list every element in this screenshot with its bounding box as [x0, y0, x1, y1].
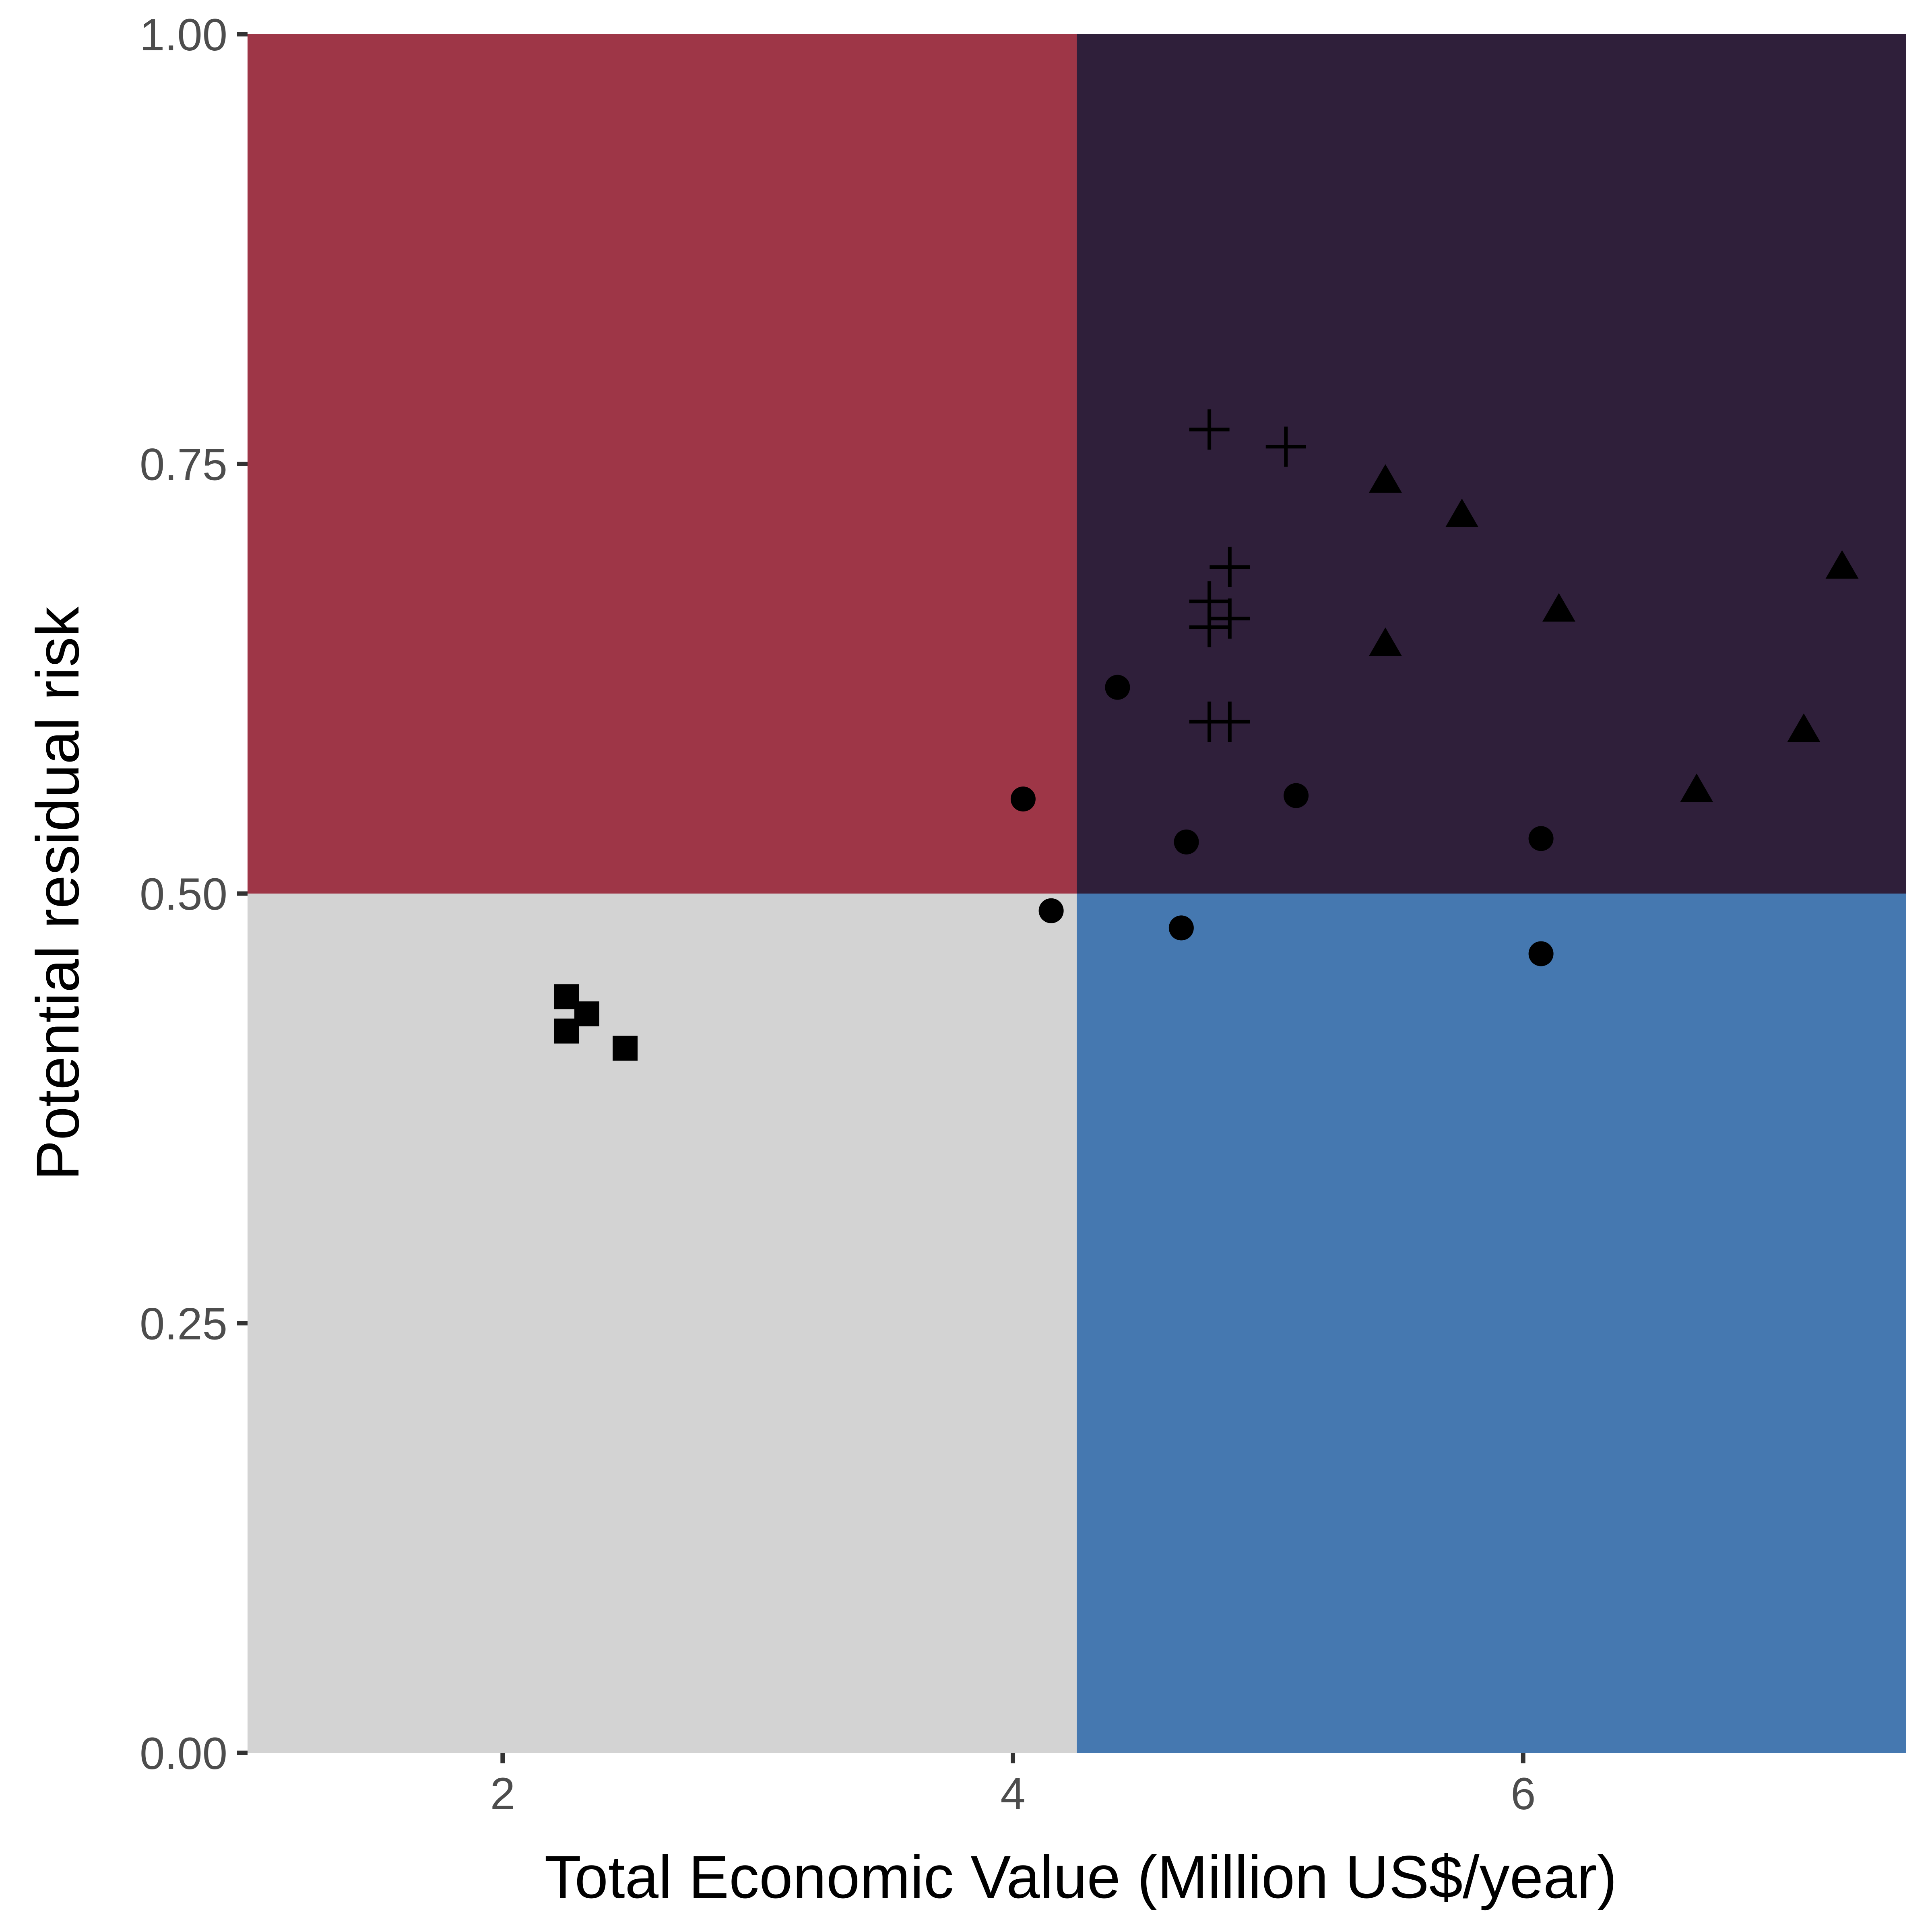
- x-axis-title: Total Economic Value (Million US$/year): [545, 1843, 1617, 1911]
- triangle-point: [1445, 498, 1479, 527]
- circle-point: [1528, 826, 1554, 851]
- square-point: [613, 1036, 638, 1061]
- data-points: [554, 409, 1859, 1061]
- circle-point: [1010, 786, 1036, 812]
- plus-point: [1210, 598, 1250, 639]
- circle-point: [1038, 898, 1064, 923]
- x-axis: 2 4 6: [490, 1753, 1536, 1819]
- y-tick-label: 0.00: [140, 1728, 227, 1779]
- circle-point: [1174, 829, 1199, 855]
- circle-point: [1528, 941, 1554, 966]
- triangle-point: [1542, 593, 1575, 622]
- quadrant-backgrounds: [248, 34, 1906, 1753]
- plus-point: [1265, 426, 1306, 467]
- triangle-point: [1368, 627, 1402, 656]
- plus-point: [1189, 607, 1230, 648]
- y-tick-label: 1.00: [140, 10, 227, 60]
- y-tick-label: 0.75: [140, 440, 227, 490]
- triangle-point: [1368, 464, 1402, 493]
- triangle-point: [1787, 713, 1821, 742]
- x-tick-label: 4: [1000, 1769, 1025, 1819]
- x-tick-label: 2: [490, 1769, 515, 1819]
- plus-point: [1210, 547, 1250, 587]
- quadrant-bottom-left: [248, 894, 1077, 1753]
- quadrant-bottom-right: [1077, 894, 1906, 1753]
- plus-point: [1210, 702, 1250, 742]
- circle-point: [1168, 915, 1194, 941]
- y-axis-title: Potential residual risk: [24, 606, 91, 1181]
- plus-point: [1189, 409, 1230, 450]
- square-point: [554, 1018, 579, 1044]
- quadrant-top-left: [248, 34, 1077, 894]
- triangle-point: [1680, 773, 1713, 802]
- circle-point: [1105, 675, 1130, 700]
- y-axis: 0.00 0.25 0.50 0.75 1.00: [140, 10, 248, 1779]
- x-tick-label: 6: [1511, 1769, 1536, 1819]
- triangle-point: [1825, 550, 1859, 579]
- y-tick-label: 0.50: [140, 869, 227, 919]
- y-tick-label: 0.25: [140, 1299, 227, 1349]
- circle-point: [1284, 783, 1309, 808]
- quadrant-top-right: [1077, 34, 1906, 894]
